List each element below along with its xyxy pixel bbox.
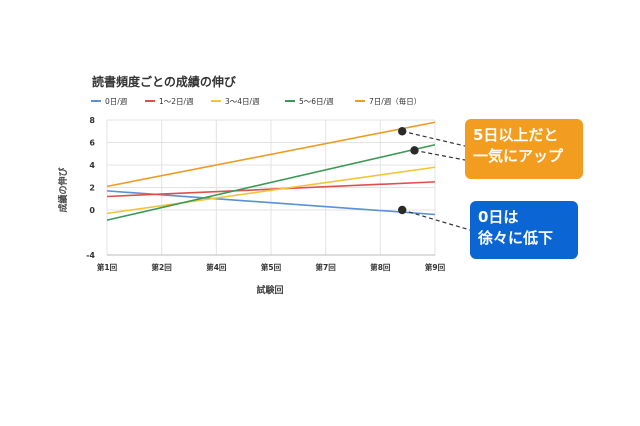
annotation-marker [398,205,407,215]
series-line [106,166,436,215]
callout-line: 5日以上だと [473,126,559,144]
x-axis-label: 試験回 [256,284,283,296]
annotation-pointer-line [402,209,471,231]
series-line [106,121,436,188]
y-tick-label: 0 [89,206,95,215]
x-tick-label: 第4回 [206,262,227,272]
legend-entry: 7日/週（毎日） [369,96,421,106]
callout-high-frequency: 5日以上だと 一気にアップ [465,119,583,179]
y-axis-label: 成績の伸び [57,167,69,213]
x-tick-label: 第5回 [261,262,282,272]
legend-entry: 0日/週 [105,97,128,106]
y-tick-label: -4 [86,251,95,260]
x-tick-label: 第7回 [316,262,337,272]
callout-line: 徐々に低下 [478,229,554,247]
x-tick-label: 第8回 [370,262,391,272]
legend: 0日/週 1〜2日/週 3〜4日/週 5〜6日/週 7日/週（毎日） [91,96,421,106]
annotation-marker [410,146,419,155]
x-tick-label: 第1回 [97,262,118,272]
callout-line: 0日は [478,208,519,226]
x-tick-label: 第9回 [425,262,446,272]
legend-entry: 3〜4日/週 [225,97,260,106]
legend-entry: 1〜2日/週 [159,97,194,106]
y-axis-ticks: -4 0 2 4 6 8 [86,116,95,260]
callout-zero-days: 0日は 徐々に低下 [470,201,578,259]
annotation-pointer-line [402,130,466,147]
y-tick-label: 6 [89,139,95,148]
y-tick-label: 2 [89,184,95,193]
y-tick-label: 8 [89,116,95,125]
annotation-pointer-line [414,149,466,161]
annotation-marker [398,127,407,136]
y-tick-label: 4 [89,161,95,170]
x-tick-label: 第2回 [152,262,173,272]
x-axis-ticks: 第1回 第2回 第4回 第5回 第7回 第8回 第9回 [97,262,446,272]
chart-title: 読書頻度ごとの成績の伸び [92,74,237,89]
series-line [106,181,436,198]
annotation-pointers [398,127,471,231]
callout-line: 一気にアップ [473,147,564,165]
legend-entry: 5〜6日/週 [299,97,334,106]
series-lines [106,121,436,221]
grid [106,119,436,256]
series-line [106,143,436,221]
